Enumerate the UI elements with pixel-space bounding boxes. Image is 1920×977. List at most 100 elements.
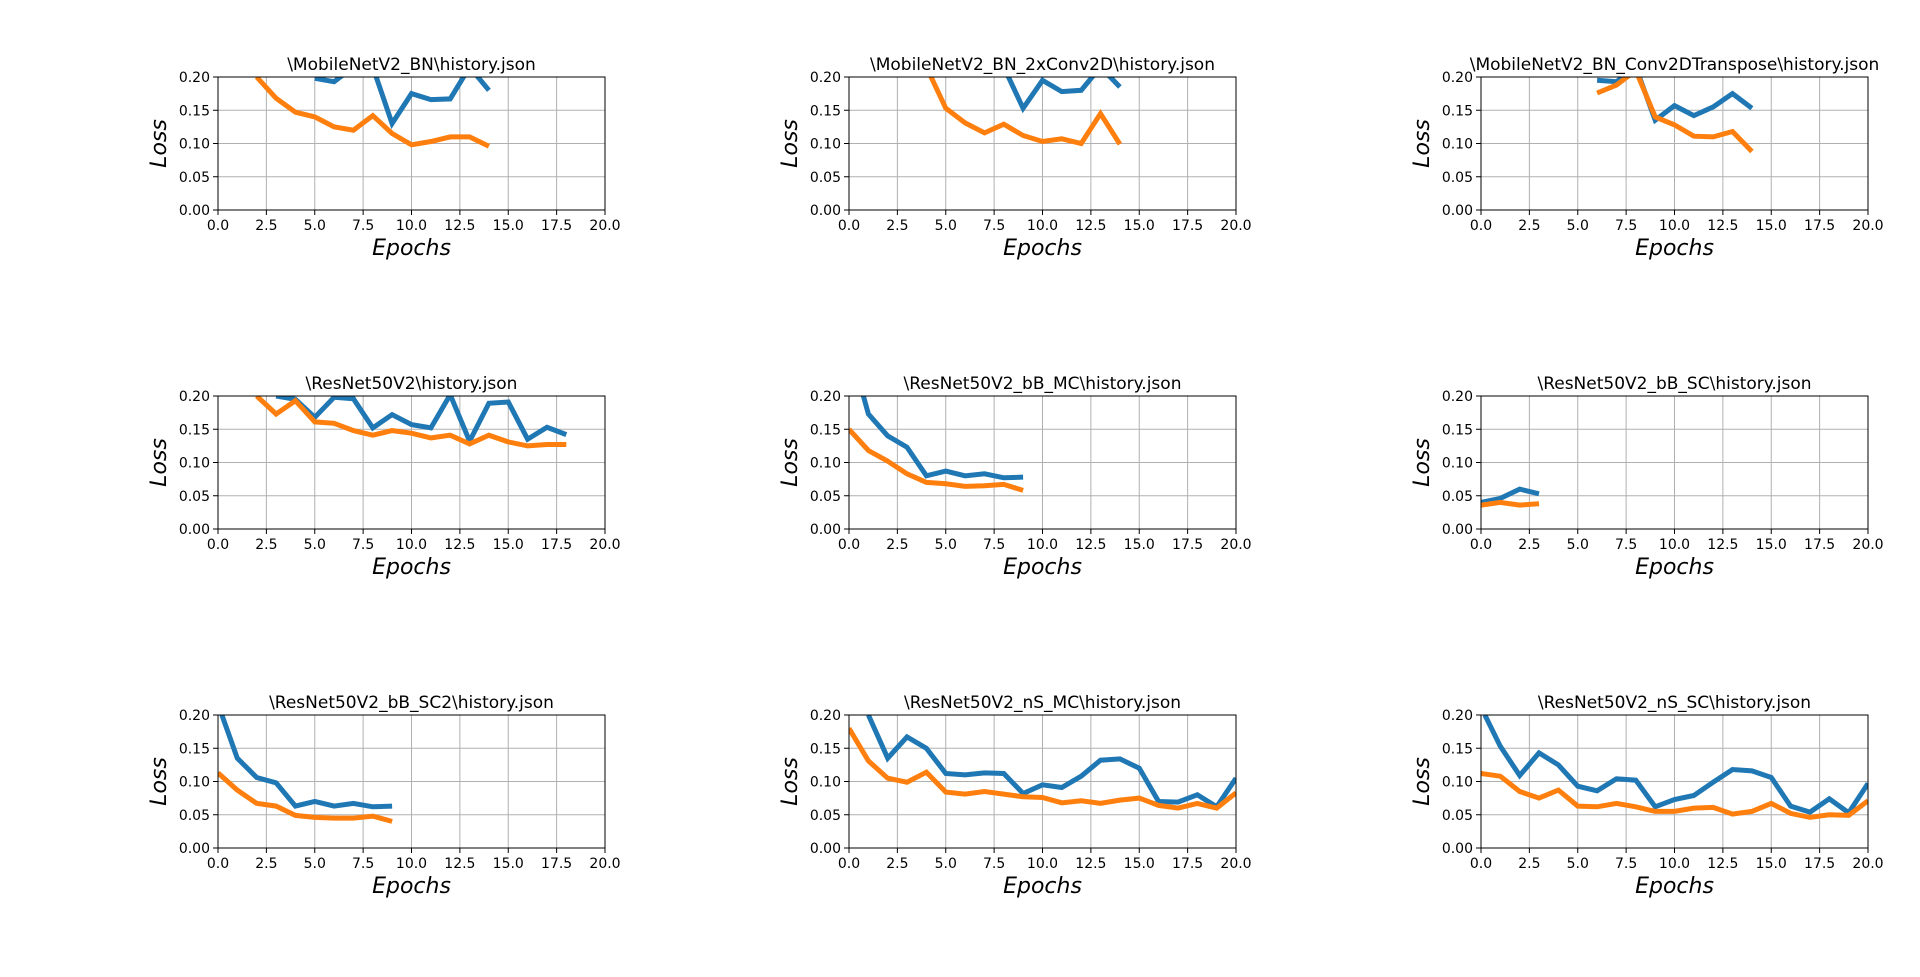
x-tick-label: 17.5 (541, 856, 572, 872)
y-tick-label: 0.20 (810, 389, 841, 405)
series-group (928, 77, 1123, 147)
x-tick-label: 0.0 (1470, 218, 1492, 234)
y-tick-label: 0.10 (179, 456, 210, 472)
series-line-1 (219, 715, 393, 810)
series-group (849, 396, 1024, 493)
y-tick-label: 0.10 (810, 137, 841, 153)
chart-title: \ResNet50V2_bB_MC\history.json (904, 374, 1182, 394)
x-axis-label: Epochs (372, 874, 451, 899)
x-tick-label: 7.5 (352, 537, 374, 553)
x-tick-label: 17.5 (541, 537, 572, 553)
x-tick-label: 0.0 (207, 218, 229, 234)
x-tick-label: 0.0 (838, 218, 860, 234)
x-axis-label: Epochs (1635, 874, 1714, 899)
x-tick-label: 0.0 (838, 856, 860, 872)
x-tick-label: 12.5 (444, 537, 475, 553)
x-tick-label: 20.0 (1852, 856, 1883, 872)
x-tick-label: 10.0 (1027, 218, 1058, 234)
x-tick-label: 17.5 (1172, 537, 1203, 553)
y-tick-label: 0.00 (1442, 203, 1473, 219)
x-tick-label: 7.5 (1615, 537, 1637, 553)
series-line-2 (1481, 771, 1868, 820)
x-tick-label: 12.5 (444, 218, 475, 234)
y-tick-label: 0.20 (179, 70, 210, 86)
chart-title: \ResNet50V2\history.json (306, 374, 518, 394)
series-group (1596, 77, 1754, 154)
series-line-1 (1596, 77, 1754, 125)
chart-title: \MobileNetV2_BN\history.json (287, 55, 536, 75)
x-tick-label: 0.0 (1470, 856, 1492, 872)
y-tick-label: 0.10 (810, 775, 841, 791)
y-tick-label: 0.10 (1442, 775, 1473, 791)
x-tick-label: 15.0 (1756, 218, 1787, 234)
y-tick-label: 0.05 (179, 170, 210, 186)
series-line-1 (1005, 77, 1122, 114)
y-tick-label: 0.10 (1442, 137, 1473, 153)
series-group (254, 396, 568, 449)
series-group (1481, 715, 1868, 820)
series-line-2 (928, 77, 1123, 147)
y-tick-label: 0.00 (179, 203, 210, 219)
x-tick-label: 20.0 (1852, 537, 1883, 553)
x-tick-label: 17.5 (1804, 218, 1835, 234)
x-axis-label: Epochs (1003, 874, 1082, 899)
x-tick-label: 10.0 (1659, 537, 1690, 553)
subplot-7: 0.0 2.5 5.0 7.5 10.0 12.5 15.0 17.5 20.0 0.00 0.05… (147, 693, 621, 899)
x-tick-label: 5.0 (1567, 218, 1589, 234)
x-tick-label: 2.5 (1518, 218, 1540, 234)
x-tick-label: 15.0 (1756, 537, 1787, 553)
series-line-1 (860, 396, 1024, 481)
x-tick-label: 2.5 (1518, 537, 1540, 553)
chart-title: \ResNet50V2_bB_SC2\history.json (269, 693, 554, 713)
y-tick-label: 0.15 (1442, 741, 1473, 757)
y-tick-label: 0.05 (1442, 170, 1473, 186)
x-tick-label: 12.5 (444, 856, 475, 872)
x-tick-label: 2.5 (886, 856, 908, 872)
x-tick-label: 12.5 (1707, 218, 1738, 234)
x-tick-label: 0.0 (838, 537, 860, 553)
x-tick-label: 7.5 (1615, 218, 1637, 234)
x-tick-label: 12.5 (1075, 537, 1106, 553)
y-tick-label: 0.20 (810, 70, 841, 86)
y-axis-label: Loss (147, 438, 172, 487)
x-axis-label: Epochs (1003, 555, 1082, 580)
x-tick-label: 5.0 (935, 537, 957, 553)
x-tick-label: 17.5 (1172, 218, 1203, 234)
series-line-1 (314, 77, 491, 130)
x-tick-label: 5.0 (1567, 537, 1589, 553)
x-tick-label: 20.0 (1220, 537, 1251, 553)
x-tick-label: 2.5 (255, 537, 277, 553)
y-tick-label: 0.20 (1442, 70, 1473, 86)
x-tick-label: 17.5 (1172, 856, 1203, 872)
y-tick-label: 0.00 (810, 203, 841, 219)
x-tick-label: 15.0 (1124, 856, 1155, 872)
y-tick-label: 0.15 (179, 741, 210, 757)
x-tick-label: 12.5 (1707, 537, 1738, 553)
series-line-1 (275, 396, 568, 448)
y-axis-label: Loss (1410, 757, 1435, 806)
y-tick-label: 0.05 (810, 808, 841, 824)
y-axis-label: Loss (1410, 119, 1435, 168)
series-line-2 (254, 77, 490, 149)
x-axis-label: Epochs (1635, 236, 1714, 261)
x-tick-label: 2.5 (886, 218, 908, 234)
y-tick-label: 0.05 (810, 170, 841, 186)
x-tick-label: 10.0 (1027, 537, 1058, 553)
series-line-1 (1482, 715, 1868, 817)
x-axis-label: Epochs (372, 555, 451, 580)
y-axis-label: Loss (778, 757, 803, 806)
y-tick-label: 0.00 (810, 522, 841, 538)
x-tick-label: 10.0 (396, 218, 427, 234)
x-tick-label: 5.0 (935, 218, 957, 234)
x-tick-label: 17.5 (1804, 537, 1835, 553)
x-tick-label: 10.0 (1027, 856, 1058, 872)
x-tick-label: 15.0 (1124, 537, 1155, 553)
chart-title: \ResNet50V2_nS_MC\history.json (904, 693, 1181, 713)
x-tick-label: 15.0 (493, 856, 524, 872)
subplot-2: 0.0 2.5 5.0 7.5 10.0 12.5 15.0 17.5 20.0 0.00 0.05… (778, 55, 1252, 261)
series-line-1 (1481, 486, 1540, 505)
x-tick-label: 10.0 (1659, 218, 1690, 234)
x-tick-label: 15.0 (493, 537, 524, 553)
y-tick-label: 0.10 (810, 456, 841, 472)
